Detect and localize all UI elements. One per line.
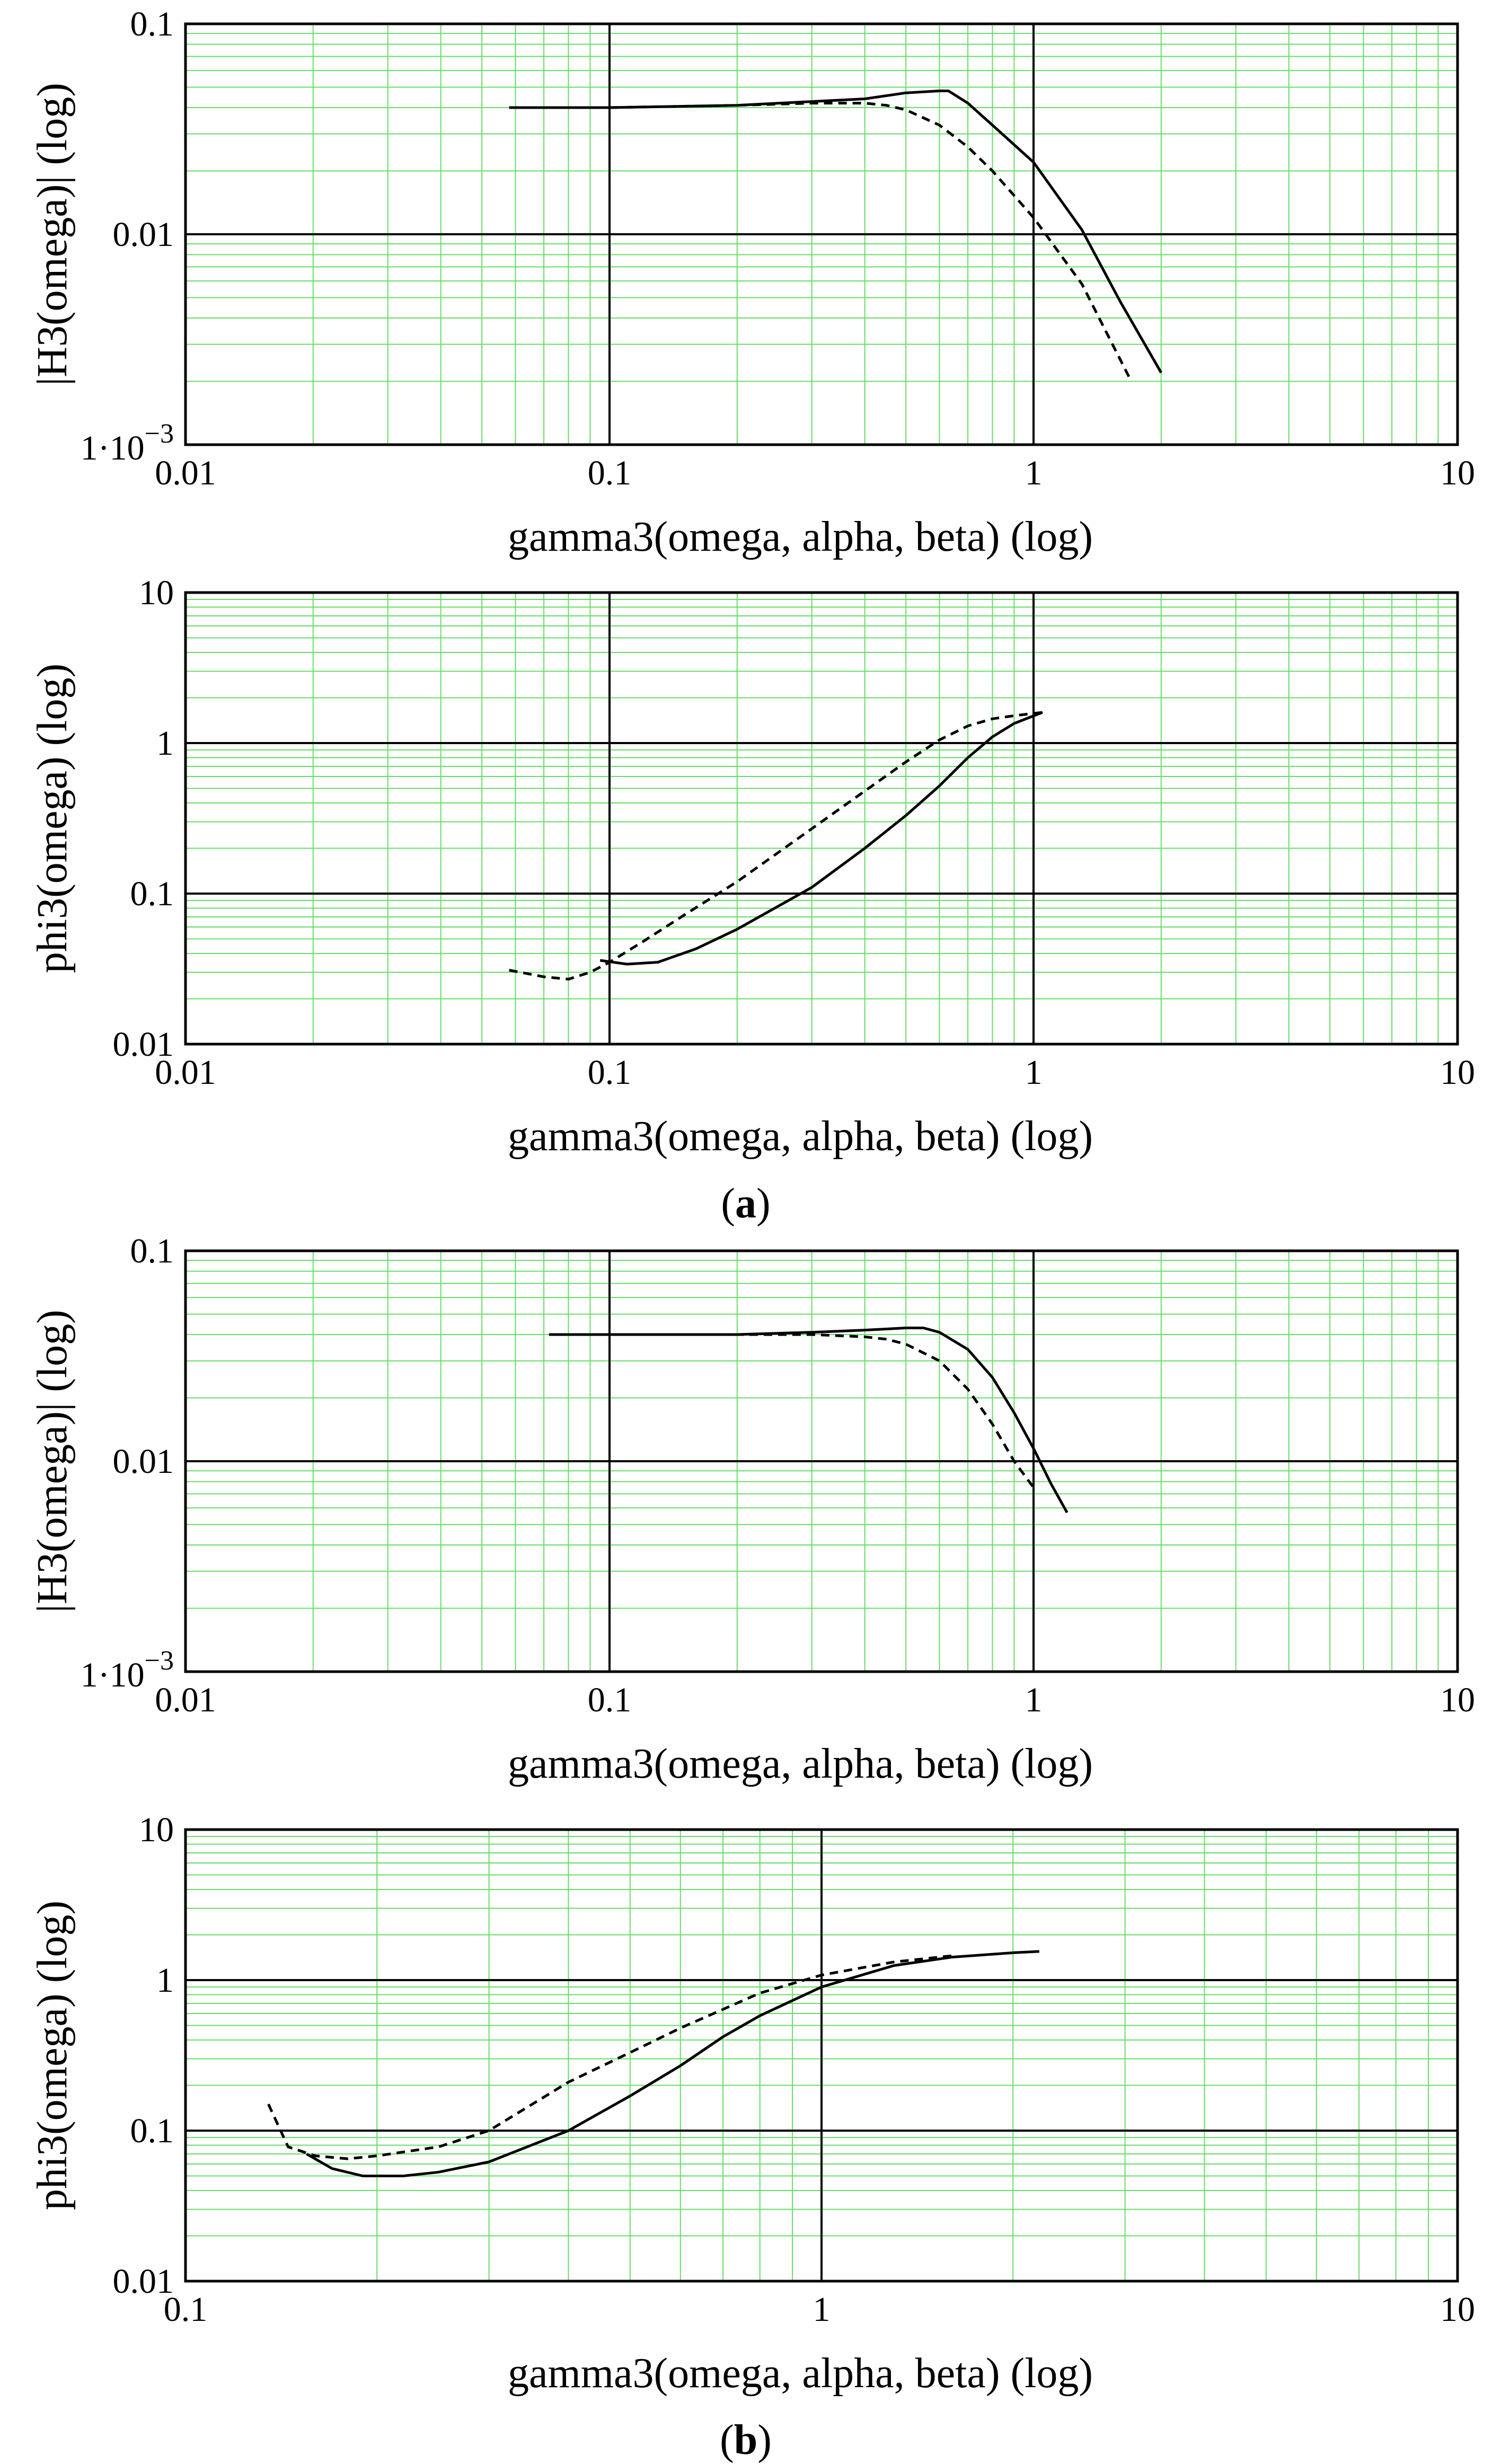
panel-label-a: (a): [721, 1180, 770, 1227]
major-grid: [184, 1829, 1459, 2282]
y-tick-label: 1: [156, 724, 174, 763]
y-axis-title: |H3(omega)| (log): [29, 1310, 76, 1613]
y-tick-label: 1: [156, 1961, 174, 2000]
major-grid: [184, 591, 1459, 1045]
x-tick-label: 0.1: [164, 2290, 208, 2329]
x-axis-title: gamma3(omega, alpha, beta) (log): [508, 2350, 1093, 2397]
x-tick-label: 0.01: [155, 454, 216, 492]
y-tick-label: 1·10−3: [81, 1646, 174, 1694]
y-tick-label: 0.01: [113, 2262, 174, 2301]
series-dashed: [509, 711, 1043, 981]
y-tick-label: 0.01: [113, 1442, 174, 1481]
x-tick-label: 1: [1025, 454, 1043, 492]
panel-label-b: (b): [720, 2417, 772, 2463]
x-tick-label: 10: [1440, 2290, 1475, 2329]
x-tick-label: 1: [1025, 1681, 1043, 1719]
plot-frame: [184, 22, 1459, 446]
x-tick-label: 10: [1440, 1053, 1475, 1092]
plot-frame: [184, 1828, 1459, 2283]
y-tick-label: 0.01: [113, 1025, 174, 1064]
x-tick-label: 10: [1440, 454, 1475, 492]
y-tick-label: 0.01: [113, 215, 174, 254]
series-dashed: [549, 1333, 1035, 1489]
y-tick-label: 0.1: [130, 875, 174, 913]
y-tick-label: 10: [139, 573, 174, 612]
x-tick-label: 0.01: [155, 1053, 216, 1092]
x-tick-label: 10: [1440, 1681, 1475, 1719]
plot-frame: [184, 591, 1459, 1046]
x-tick-label: 1: [813, 2290, 831, 2329]
series-solid: [509, 90, 1162, 374]
x-tick-label: 0.1: [588, 1053, 632, 1092]
y-tick-label: 10: [139, 1811, 174, 1849]
y-axis-title: phi3(omega) (log): [29, 1901, 76, 2210]
x-axis-title: gamma3(omega, alpha, beta) (log): [508, 514, 1093, 560]
series-solid: [599, 711, 1043, 966]
x-tick-label: 1: [1025, 1053, 1043, 1092]
y-axis-title: |H3(omega)| (log): [29, 83, 76, 386]
series-dashed: [509, 102, 1133, 382]
x-tick-label: 0.01: [155, 1681, 216, 1719]
y-tick-label: 0.1: [130, 1232, 174, 1270]
y-tick-label: 0.1: [130, 5, 174, 43]
chart-a-phase: 0.01 0.1 1 10 0.01 0.1 1 10 gamma3(omega, alpha,…: [29, 573, 1475, 1160]
x-axis-title: gamma3(omega, alpha, beta) (log): [508, 1741, 1093, 1787]
minor-grid: [186, 593, 1458, 1044]
x-tick-label: 0.1: [588, 454, 632, 492]
series-dashed: [267, 1954, 952, 2160]
y-tick-label: 0.1: [130, 2112, 174, 2150]
y-tick-label: 1·10−3: [81, 419, 174, 467]
x-tick-label: 0.1: [588, 1681, 632, 1719]
plot-frame: [184, 1249, 1459, 1673]
x-axis-title: gamma3(omega, alpha, beta) (log): [508, 1113, 1093, 1160]
y-axis-title: phi3(omega) (log): [29, 664, 76, 973]
series-solid: [306, 1950, 1040, 2177]
